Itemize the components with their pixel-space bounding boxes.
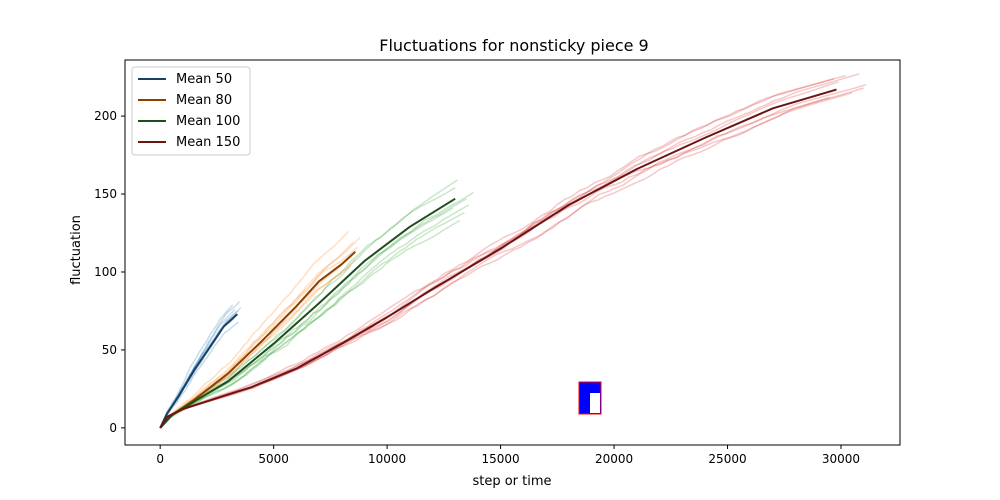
x-tick-label: 20000 bbox=[595, 452, 633, 466]
x-tick-label: 25000 bbox=[708, 452, 746, 466]
chart-title: Fluctuations for nonsticky piece 9 bbox=[379, 36, 648, 55]
legend-label: Mean 100 bbox=[176, 114, 240, 129]
legend-label: Mean 50 bbox=[176, 72, 232, 87]
x-tick-label: 15000 bbox=[481, 452, 519, 466]
y-tick-label: 150 bbox=[94, 187, 117, 201]
y-tick-label: 50 bbox=[102, 343, 117, 357]
x-axis-label: step or time bbox=[472, 474, 551, 489]
y-tick-label: 200 bbox=[94, 109, 117, 123]
y-tick-label: 100 bbox=[94, 265, 117, 279]
piece-inset bbox=[579, 382, 601, 414]
y-axis-label: fluctuation bbox=[69, 215, 84, 285]
legend-label: Mean 150 bbox=[176, 135, 240, 150]
y-tick-label: 0 bbox=[109, 421, 117, 435]
legend-label: Mean 80 bbox=[176, 93, 232, 108]
legend: Mean 50 Mean 80 Mean 100 Mean 150 bbox=[132, 67, 250, 155]
piece-hole bbox=[590, 393, 600, 413]
x-tick-label: 10000 bbox=[368, 452, 406, 466]
x-tick-label: 30000 bbox=[822, 452, 860, 466]
x-tick-label: 0 bbox=[156, 452, 164, 466]
x-tick-label: 5000 bbox=[258, 452, 289, 466]
